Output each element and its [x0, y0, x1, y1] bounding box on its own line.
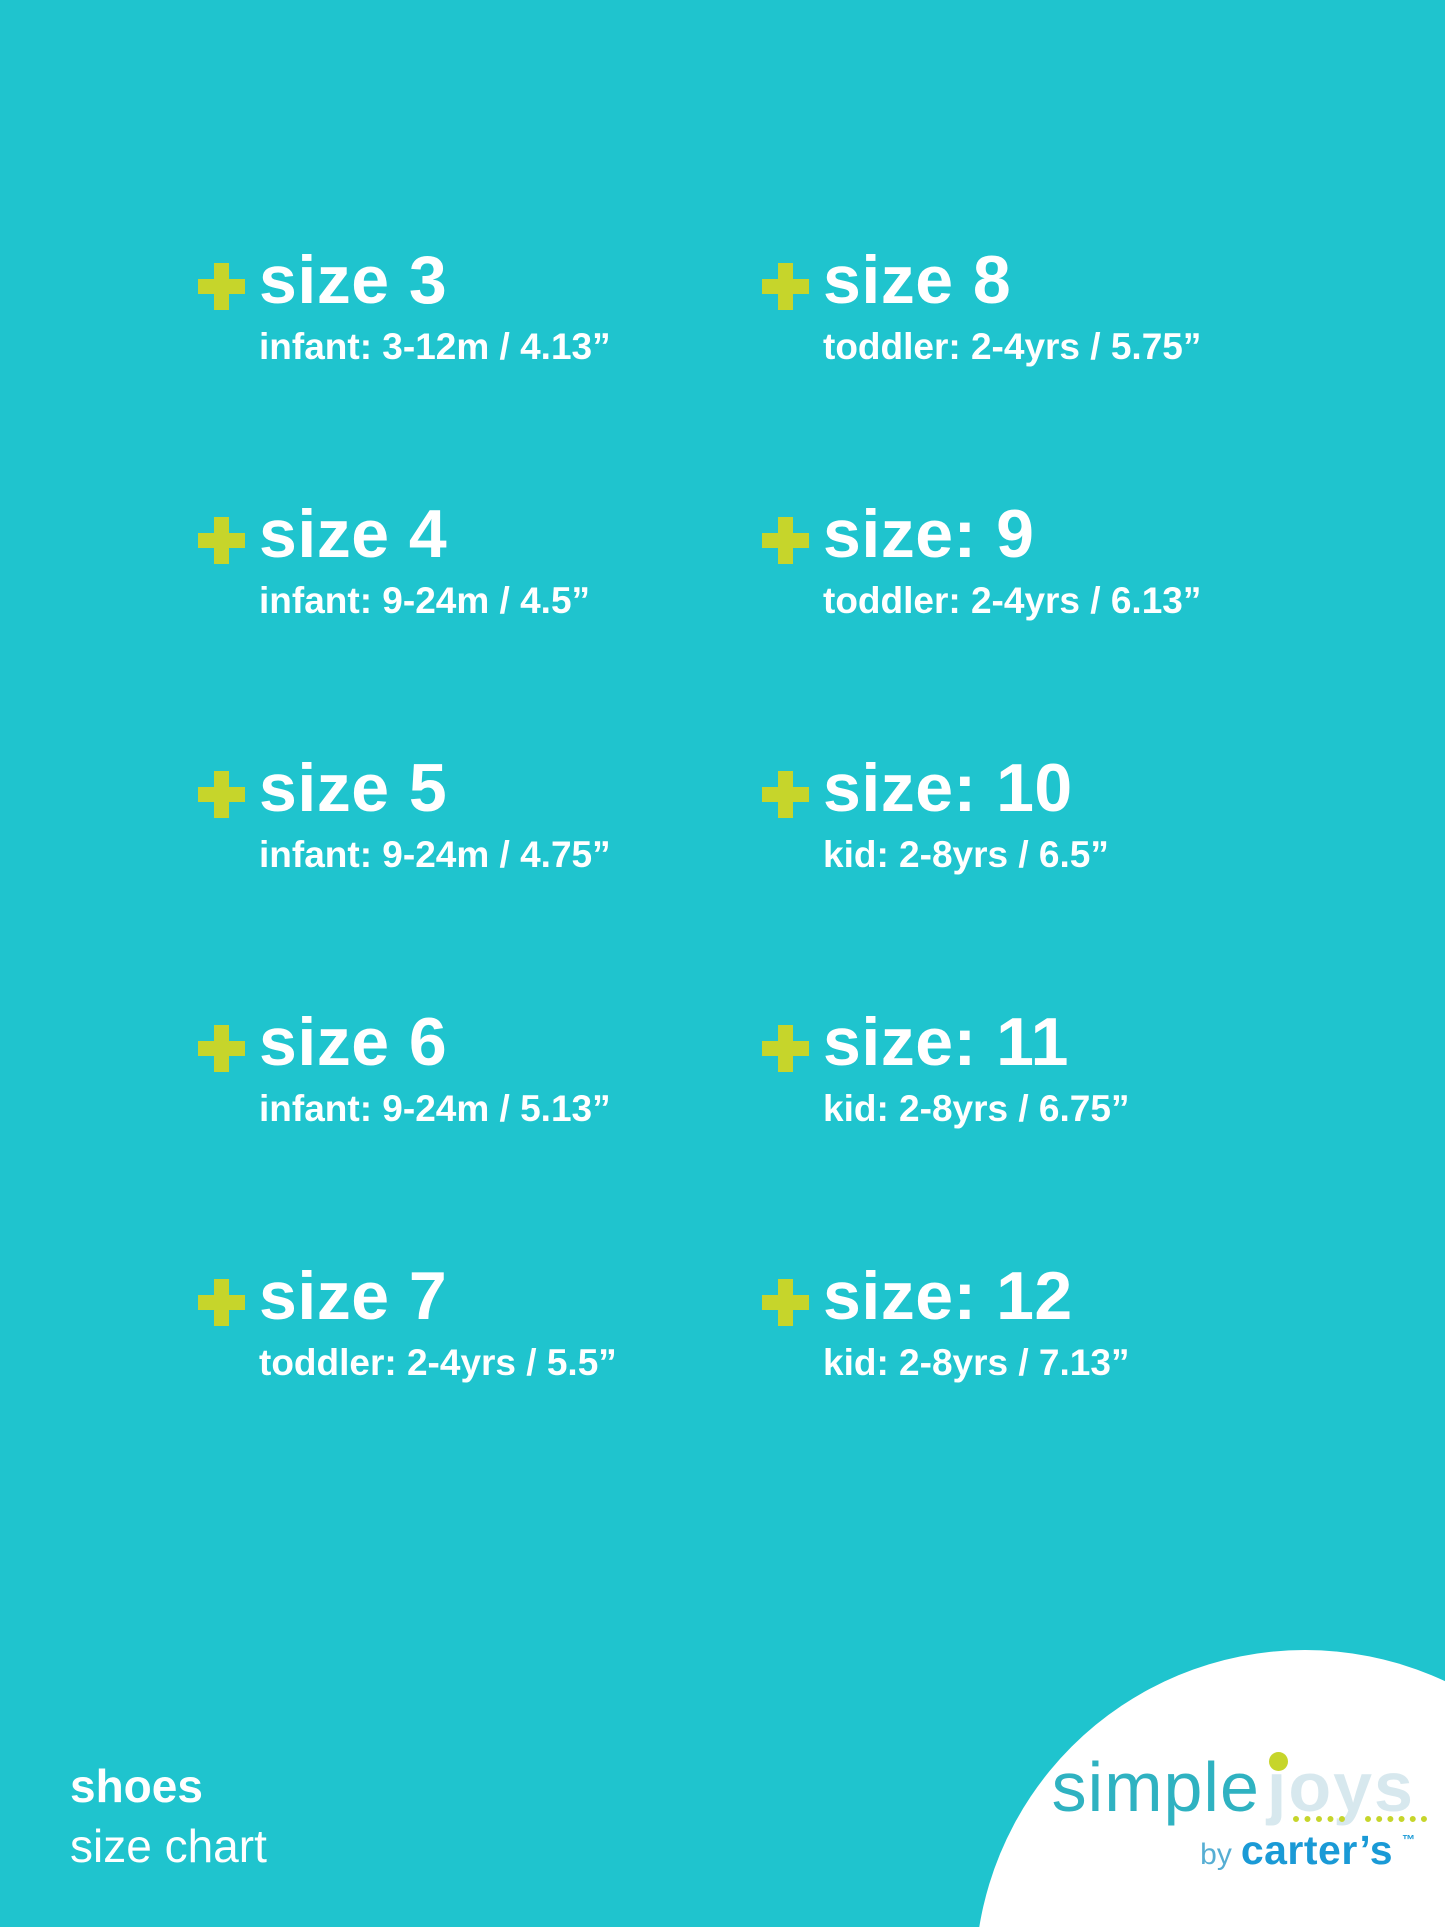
plus-icon: [762, 1025, 809, 1072]
plus-icon: [198, 263, 245, 310]
size-detail: infant: 9-24m / 4.75”: [259, 834, 611, 875]
plus-icon: [762, 263, 809, 310]
size-detail: infant: 9-24m / 5.13”: [259, 1088, 611, 1129]
logo-brand-carters: carter’s: [1240, 1827, 1393, 1873]
plus-icon: [198, 1279, 245, 1326]
size-item: size: 11 kid: 2-8yrs / 6.75”: [762, 1008, 1129, 1127]
trademark-symbol: ™: [1402, 1832, 1415, 1847]
size-detail: kid: 2-8yrs / 7.13”: [823, 1342, 1130, 1383]
dotted-underline-icon: [1364, 1816, 1427, 1822]
plus-icon: [198, 1025, 245, 1072]
size-item: size 7 toddler: 2-4yrs / 5.5”: [198, 1262, 617, 1381]
size-item: size 3 infant: 3-12m / 4.13”: [198, 246, 611, 365]
size-label: size 7: [259, 1258, 448, 1334]
size-item: size: 12 kid: 2-8yrs / 7.13”: [762, 1262, 1129, 1381]
footer-title: shoes size chart: [70, 1756, 267, 1876]
logo-by-text: by: [1200, 1838, 1232, 1871]
size-item: size 6 infant: 9-24m / 5.13”: [198, 1008, 611, 1127]
size-item: size 8 toddler: 2-4yrs / 5.75”: [762, 246, 1201, 365]
size-item: size: 10 kid: 2-8yrs / 6.5”: [762, 754, 1109, 873]
size-label: size 5: [259, 750, 448, 826]
size-detail: infant: 9-24m / 4.5”: [259, 580, 591, 621]
size-detail: toddler: 2-4yrs / 6.13”: [823, 580, 1202, 621]
size-label: size: 12: [823, 1258, 1073, 1334]
size-item: size 5 infant: 9-24m / 4.75”: [198, 754, 611, 873]
size-detail: kid: 2-8yrs / 6.5”: [823, 834, 1109, 875]
dotted-underline-icon: [1292, 1816, 1345, 1822]
plus-icon: [198, 517, 245, 564]
page-title: shoes: [70, 1760, 203, 1812]
size-detail: toddler: 2-4yrs / 5.5”: [259, 1342, 617, 1383]
size-item: size: 9 toddler: 2-4yrs / 6.13”: [762, 500, 1201, 619]
j-dot-icon: [1268, 1752, 1288, 1771]
size-detail: infant: 3-12m / 4.13”: [259, 326, 611, 367]
page-subtitle: size chart: [70, 1820, 267, 1872]
size-label: size 4: [259, 496, 448, 572]
size-label: size 3: [259, 242, 448, 318]
logo-word-joys: joys: [1266, 1748, 1415, 1826]
plus-icon: [762, 1279, 809, 1326]
brand-logo: simple joys by carter’s ™: [1051, 1748, 1427, 1873]
size-label: size 8: [823, 242, 1012, 318]
size-label: size: 11: [823, 1004, 1069, 1080]
size-label: size 6: [259, 1004, 448, 1080]
size-label: size: 10: [823, 750, 1073, 826]
logo-word-simple: simple: [1051, 1748, 1260, 1826]
plus-icon: [762, 517, 809, 564]
size-detail: kid: 2-8yrs / 6.75”: [823, 1088, 1130, 1129]
size-label: size: 9: [823, 496, 1035, 572]
size-item: size 4 infant: 9-24m / 4.5”: [198, 500, 590, 619]
size-detail: toddler: 2-4yrs / 5.75”: [823, 326, 1202, 367]
plus-icon: [198, 771, 245, 818]
plus-icon: [762, 771, 809, 818]
